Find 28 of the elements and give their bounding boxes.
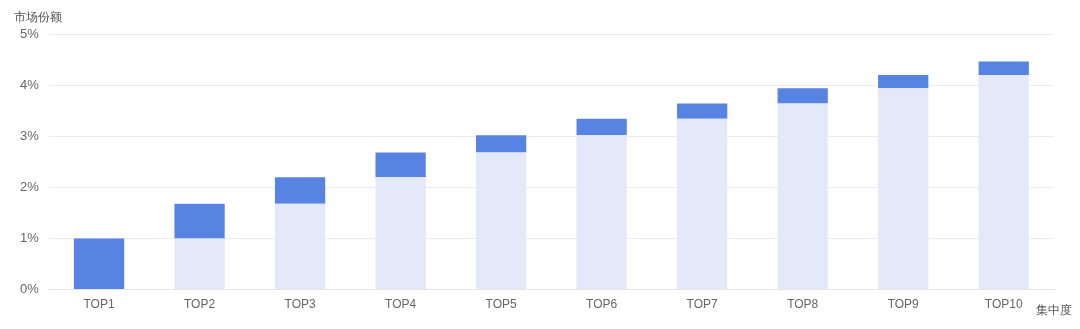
x-tick-label: TOP4	[385, 297, 417, 312]
y-tick-label: 1%	[19, 230, 40, 246]
bar	[174, 203, 225, 239]
bar	[677, 103, 728, 119]
y-tick-label: 0%	[19, 281, 40, 297]
x-axis-title: 集中度	[1036, 303, 1072, 318]
bar	[274, 177, 326, 204]
x-tick-label: TOP1	[83, 297, 115, 312]
bar	[878, 74, 929, 89]
bar	[476, 135, 527, 153]
y-tick-label: 2%	[19, 178, 40, 194]
y-axis-title: 市场份额	[14, 10, 62, 25]
x-tick-label: TOP7	[686, 297, 719, 312]
bar	[73, 238, 125, 290]
x-tick-label: TOP3	[284, 297, 316, 312]
x-tick-label: TOP8	[787, 297, 819, 312]
y-tick-label: 4%	[19, 76, 40, 92]
bar	[777, 88, 828, 104]
x-tick-label: TOP9	[887, 297, 920, 312]
bar	[375, 152, 426, 178]
x-tick-label: TOP6	[586, 297, 618, 312]
x-tick-label: TOP10	[984, 297, 1023, 312]
bar	[576, 118, 627, 136]
x-tick-label: TOP5	[485, 297, 518, 312]
y-tick-label: 5%	[19, 25, 40, 41]
y-tick-label: 3%	[19, 127, 40, 143]
x-tick-label: TOP2	[184, 297, 216, 312]
bar	[978, 61, 1029, 75]
